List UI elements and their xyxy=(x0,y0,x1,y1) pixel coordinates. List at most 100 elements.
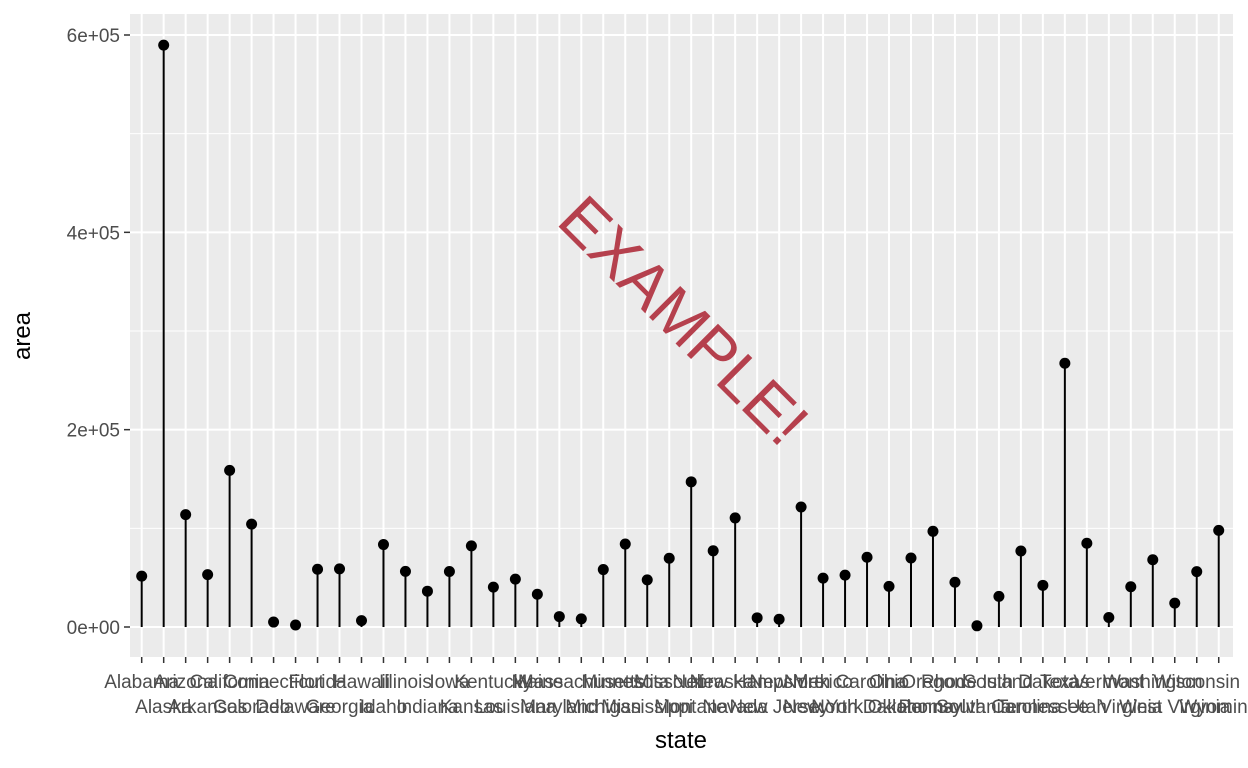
lollipop-point xyxy=(531,588,543,600)
x-tick-label: Montana xyxy=(654,697,728,718)
x-tick-label: Indiana xyxy=(396,697,459,718)
x-tick-label: New Jersey xyxy=(729,697,829,718)
lollipop-point xyxy=(817,572,829,584)
x-tick-label: Vermont xyxy=(1073,672,1144,693)
x-tick-label: Connecticut xyxy=(223,672,324,693)
lollipop-point xyxy=(334,563,346,575)
x-tick-label: South Carolina xyxy=(936,697,1062,718)
x-tick-label: Minnesota xyxy=(581,672,669,693)
lollipop-point xyxy=(751,612,763,624)
x-tick-label: Colorado xyxy=(213,697,290,718)
x-tick-label: Rhode Island xyxy=(921,672,1033,693)
x-tick-label: Idaho xyxy=(360,697,408,718)
lollipop-point xyxy=(641,574,653,586)
lollipop-point xyxy=(927,525,939,537)
x-tick-label: California xyxy=(189,672,270,693)
lollipop-point xyxy=(993,590,1005,602)
lollipop-point xyxy=(839,569,851,581)
x-tick-label: Illinois xyxy=(379,672,432,693)
x-tick-label: Oklahoma xyxy=(868,697,955,718)
lollipop-point xyxy=(553,611,565,623)
lollipop-point xyxy=(356,615,367,627)
lollipop-point xyxy=(1191,566,1203,578)
x-tick-label: Alabama xyxy=(104,672,179,693)
lollipop-point xyxy=(1147,554,1159,566)
x-tick-label: Washington xyxy=(1103,672,1203,693)
x-tick-label: Ohio xyxy=(869,672,909,693)
x-tick-label: Nebraska xyxy=(673,672,755,693)
lollipop-point xyxy=(1169,597,1181,609)
lollipop-point xyxy=(1125,581,1137,593)
lollipop-point xyxy=(663,552,675,564)
lollipop-point xyxy=(1037,579,1049,591)
data-marks xyxy=(136,39,1225,632)
lollipop-point xyxy=(685,476,697,488)
panel-background xyxy=(130,14,1233,657)
y-tick-label: 0e+00 xyxy=(67,618,120,639)
lollipop-point xyxy=(795,501,807,513)
lollipop-point xyxy=(883,580,895,592)
x-tick-label: Utah xyxy=(1067,697,1107,718)
lollipop-point xyxy=(443,565,455,577)
x-tick-label: Maine xyxy=(511,672,563,693)
x-tick-label: Kentucky xyxy=(454,672,533,693)
x-tick-label: Massachusetts xyxy=(518,672,645,693)
lollipop-point xyxy=(202,569,214,581)
lollipop-point xyxy=(290,619,302,631)
y-tick-label: 2e+05 xyxy=(67,421,120,442)
x-tick-label: Virginia xyxy=(1099,697,1162,718)
x-tick-label: Delaware xyxy=(255,697,335,718)
x-tick-label: Arizona xyxy=(153,672,218,693)
lollipop-point xyxy=(773,613,785,625)
lollipop-point xyxy=(1059,357,1071,369)
x-tick-label: Florida xyxy=(289,672,348,693)
lollipop-point xyxy=(487,581,499,593)
lollipop-point xyxy=(377,539,389,551)
x-axis-title: state xyxy=(655,727,707,754)
lollipop-point xyxy=(949,576,961,588)
x-tick-label: Arkansas xyxy=(168,697,247,718)
x-tick-label: New York xyxy=(783,697,864,718)
x-tick-label: Tennessee xyxy=(997,697,1089,718)
x-tick-label: Missouri xyxy=(634,672,705,693)
lollipop-point xyxy=(421,585,433,597)
x-tick-label: Hawaii xyxy=(333,672,390,693)
x-tick-label: Louisiana xyxy=(475,697,557,718)
lollipop-point xyxy=(399,565,411,577)
lollipop-point xyxy=(1015,545,1027,557)
x-tick-label: Pennsylvania xyxy=(898,697,1011,718)
y-tick-label: 6e+05 xyxy=(67,26,120,47)
lollipop-point xyxy=(246,518,258,530)
x-axis: AlabamaAlaskaArizonaArkansasCaliforniaCo… xyxy=(104,657,1248,718)
x-tick-label: Nevada xyxy=(702,697,768,718)
lollipop-point xyxy=(1213,524,1225,536)
lollipop-point xyxy=(575,613,587,625)
y-tick-label: 4e+05 xyxy=(67,223,120,244)
x-tick-label: West Virginia xyxy=(1119,697,1231,718)
lollipop-point xyxy=(597,564,609,576)
lollipop-point xyxy=(971,620,983,632)
lollipop-point xyxy=(707,545,719,557)
lollipop-point xyxy=(729,512,741,524)
lollipop-point xyxy=(224,464,236,476)
lollipop-point xyxy=(619,538,631,550)
x-tick-label: New Hampshire xyxy=(690,672,825,693)
x-tick-label: Georgia xyxy=(306,697,374,718)
x-tick-label: North Dakota xyxy=(811,697,923,718)
x-tick-label: Wyoming xyxy=(1179,697,1248,718)
y-axis: 0e+00 2e+05 4e+05 6e+05 xyxy=(67,26,130,639)
lollipop-point xyxy=(268,616,280,628)
x-tick-label: Mississippi xyxy=(601,697,693,718)
lollipop-point xyxy=(509,573,521,585)
y-axis-title: area xyxy=(9,311,36,360)
x-tick-label: Oregon xyxy=(901,672,964,693)
lollipop-point xyxy=(1081,537,1093,549)
lollipop-point xyxy=(1103,612,1115,624)
x-tick-label: New Mexico xyxy=(749,672,852,693)
x-tick-label: Iowa xyxy=(429,672,470,693)
lollipop-point xyxy=(180,509,192,521)
lollipop-point xyxy=(158,39,170,51)
x-tick-label: Texas xyxy=(1040,672,1090,693)
x-tick-label: Michigan xyxy=(565,697,641,718)
